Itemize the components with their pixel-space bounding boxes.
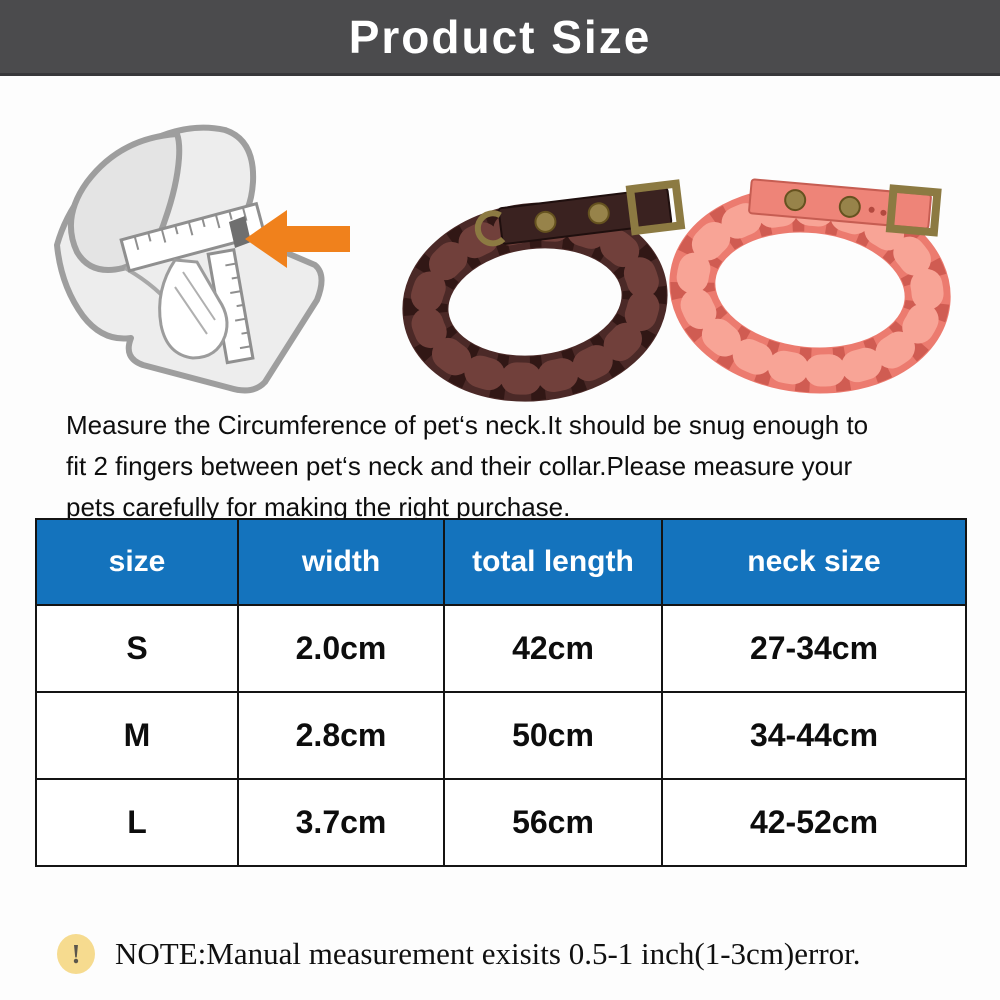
note: ! NOTE:Manual measurement exisits 0.5-1 … bbox=[57, 934, 861, 974]
page-title: Product Size bbox=[348, 10, 652, 63]
total-length-cell: 56cm bbox=[443, 778, 663, 867]
table-row-s: S 2.0cm 42cm 27-34cm bbox=[35, 604, 967, 693]
width-cell: 2.8cm bbox=[237, 691, 445, 780]
hand-finger-lines bbox=[174, 271, 216, 335]
neck-size-cell: 27-34cm bbox=[661, 604, 967, 693]
table-row-m: M 2.8cm 50cm 34-44cm bbox=[35, 691, 967, 780]
neck-size-cell: 42-52cm bbox=[661, 778, 967, 867]
exclamation-icon: ! bbox=[57, 934, 95, 974]
table-row-l: L 3.7cm 56cm 42-52cm bbox=[35, 778, 967, 867]
width-cell: 2.0cm bbox=[237, 604, 445, 693]
measuring-tape-tail bbox=[206, 248, 255, 365]
collars-photo bbox=[402, 178, 951, 402]
measure-instructions: Measure the Circumference of pet‘s neck.… bbox=[66, 405, 966, 528]
column-header-neck-size: neck size bbox=[661, 518, 967, 606]
size-table: size width total length neck size S 2.0c… bbox=[35, 518, 967, 867]
total-length-cell: 42cm bbox=[443, 604, 663, 693]
column-header-total-length: total length bbox=[443, 518, 663, 606]
header-bar: Product Size bbox=[0, 0, 1000, 76]
size-cell: M bbox=[35, 691, 239, 780]
total-length-cell: 50cm bbox=[443, 691, 663, 780]
instructions-line: fit 2 fingers between pet‘s neck and the… bbox=[66, 451, 853, 481]
measurement-illustration bbox=[0, 76, 1000, 406]
hand-icon bbox=[158, 258, 229, 360]
measuring-tape-icon bbox=[119, 201, 267, 273]
pink-collar-buckle bbox=[748, 178, 942, 237]
neck-size-cell: 34-44cm bbox=[661, 691, 967, 780]
dog-measure-illustration bbox=[54, 124, 350, 394]
tape-clip bbox=[229, 216, 251, 248]
width-cell: 3.7cm bbox=[237, 778, 445, 867]
measure-arrow-icon bbox=[245, 210, 350, 268]
note-text: NOTE:Manual measurement exisits 0.5-1 in… bbox=[115, 936, 861, 971]
brown-collar-buckle bbox=[474, 179, 686, 247]
column-header-size: size bbox=[35, 518, 239, 606]
instructions-line: pets carefully for making the right purc… bbox=[66, 492, 571, 522]
size-cell: S bbox=[35, 604, 239, 693]
table-header-row: size width total length neck size bbox=[35, 518, 967, 606]
instructions-line: Measure the Circumference of pet‘s neck.… bbox=[66, 410, 869, 440]
size-cell: L bbox=[35, 778, 239, 867]
column-header-width: width bbox=[237, 518, 445, 606]
